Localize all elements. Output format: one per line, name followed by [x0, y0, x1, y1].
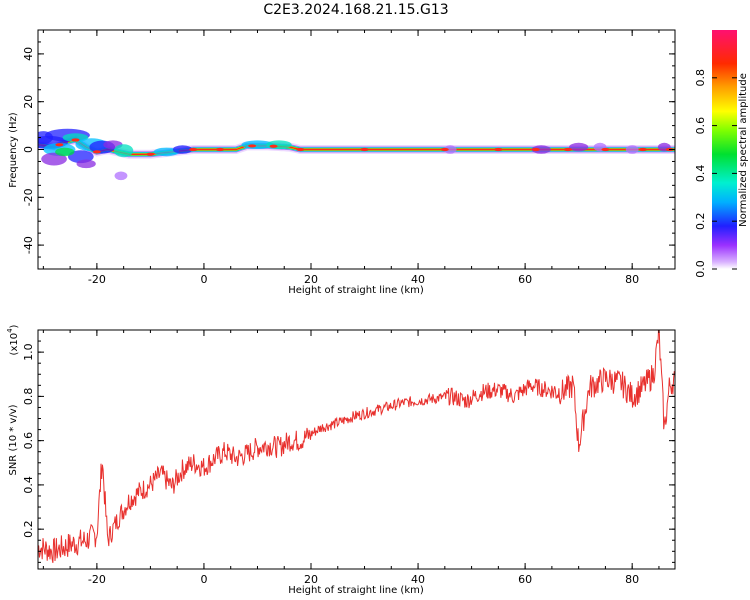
spectrogram-blob	[625, 145, 639, 154]
spectrogram-blob	[153, 147, 180, 157]
spectrogram-peak	[71, 138, 80, 142]
snr-ytick-label: 0.6	[22, 432, 35, 450]
spectrogram-peak	[494, 147, 503, 152]
spectrogram-peak	[638, 147, 647, 152]
spectrogram-blob	[41, 152, 67, 166]
colorbar-tick-label: 0.6	[694, 117, 707, 135]
colorbar-tick-label: 0.8	[694, 69, 707, 87]
colorbar-gradient	[712, 30, 737, 269]
colorbar-ticks: 0.0 0.2 0.4 0.6 0.8	[694, 69, 737, 278]
spectrogram-xtick-label: 0	[200, 273, 207, 286]
spectrogram-blob	[38, 131, 53, 145]
spectrogram-peak	[601, 147, 610, 152]
spectrogram-peak	[360, 147, 369, 152]
colorbar: 0.0 0.2 0.4 0.6 0.8 Normalized spectral ampl…	[694, 30, 749, 278]
spectrogram-xtick-label: 40	[411, 273, 425, 286]
spectrogram-ylabel: Frequency (Hz)	[8, 112, 19, 188]
spectrogram-panel: -20 0 20 40 60 80 -40 -20 0 20 40 Height of straig…	[8, 29, 676, 296]
snr-ytick-label: 0.2	[22, 520, 35, 538]
snr-ytick-label: 0.8	[22, 388, 35, 406]
spectrogram-ytick-label: 40	[22, 47, 35, 61]
chart-title: C2E3.2024.168.21.15.G13	[263, 2, 448, 18]
spectrogram-peak	[216, 147, 224, 152]
snr-series-line	[38, 330, 675, 563]
spectrogram-xtick-label: 20	[304, 273, 318, 286]
spectrogram-blob	[55, 147, 75, 157]
spectrogram-peak	[248, 144, 257, 148]
spectrogram-peak	[563, 147, 572, 152]
spectrogram-peak	[269, 144, 278, 148]
snr-xtick-label: 60	[518, 573, 532, 586]
spectrogram-ytick-label: -40	[22, 236, 35, 254]
spectrogram-peak	[296, 147, 305, 152]
snr-xtick-label: 20	[304, 573, 318, 586]
snr-frame	[37, 329, 676, 570]
spectrogram-blob	[443, 145, 457, 154]
spectrogram-peak	[189, 147, 198, 152]
colorbar-tick-label: 0.2	[694, 212, 707, 230]
spectrogram-ytick-label: -20	[22, 188, 35, 206]
spectrogram-heatmap	[38, 128, 675, 181]
spectrogram-blob	[569, 142, 589, 152]
snr-scale-suffix: )	[9, 324, 20, 328]
colorbar-label: Normalized spectral amplitude	[738, 73, 749, 227]
spectrogram-blob	[172, 145, 193, 154]
spectrogram-peak	[92, 150, 101, 154]
spectrogram-ticks: -20 0 20 40 60 80 -40 -20 0 20 40	[22, 29, 675, 286]
spectrogram-peak	[146, 152, 155, 156]
snr-xtick-label: -20	[88, 573, 106, 586]
snr-ylabel: SNR (10 * v/v)	[8, 404, 19, 475]
spectrogram-peak	[531, 147, 540, 152]
snr-xlabel: Height of straight line (km)	[288, 585, 424, 596]
snr-ytick-label: 1.0	[22, 343, 35, 361]
snr-scale-exponent: 4	[6, 328, 14, 333]
spectrogram-xtick-label: -20	[88, 273, 106, 286]
snr-scale-note: (x104)	[6, 324, 20, 355]
colorbar-tick-label: 0.4	[694, 165, 707, 183]
spectrogram-xtick-label: 80	[625, 273, 639, 286]
spectrogram-blob	[531, 145, 551, 154]
spectrogram-peak	[55, 143, 64, 147]
snr-ytick-label: 0.4	[22, 476, 35, 494]
spectrogram-blob	[76, 159, 96, 169]
snr-xtick-label: 0	[200, 573, 207, 586]
svg-text:(x104): (x104)	[6, 324, 20, 355]
spectrogram-ytick-label: 0	[22, 146, 35, 153]
snr-scale-prefix: (x10	[9, 333, 20, 356]
snr-xtick-label: 40	[411, 573, 425, 586]
spectrogram-xtick-label: 60	[518, 273, 532, 286]
colorbar-tick-label: 0.0	[694, 260, 707, 278]
spectrogram-blob	[114, 171, 128, 181]
spectrogram-ytick-label: 20	[22, 95, 35, 109]
spectrogram-peak	[440, 147, 449, 152]
snr-xtick-label: 80	[625, 573, 639, 586]
snr-ticks: -20 0 20 40 60 80 0.2 0.4 0.6 0.8 1.0	[22, 329, 675, 586]
spectrogram-blob	[266, 140, 292, 150]
spectrogram-xlabel: Height of straight line (km)	[288, 285, 424, 296]
spectrogram-blob	[114, 144, 134, 158]
snr-panel: -20 0 20 40 60 80 0.2 0.4 0.6 0.8 1.0 Height of st…	[6, 324, 676, 596]
